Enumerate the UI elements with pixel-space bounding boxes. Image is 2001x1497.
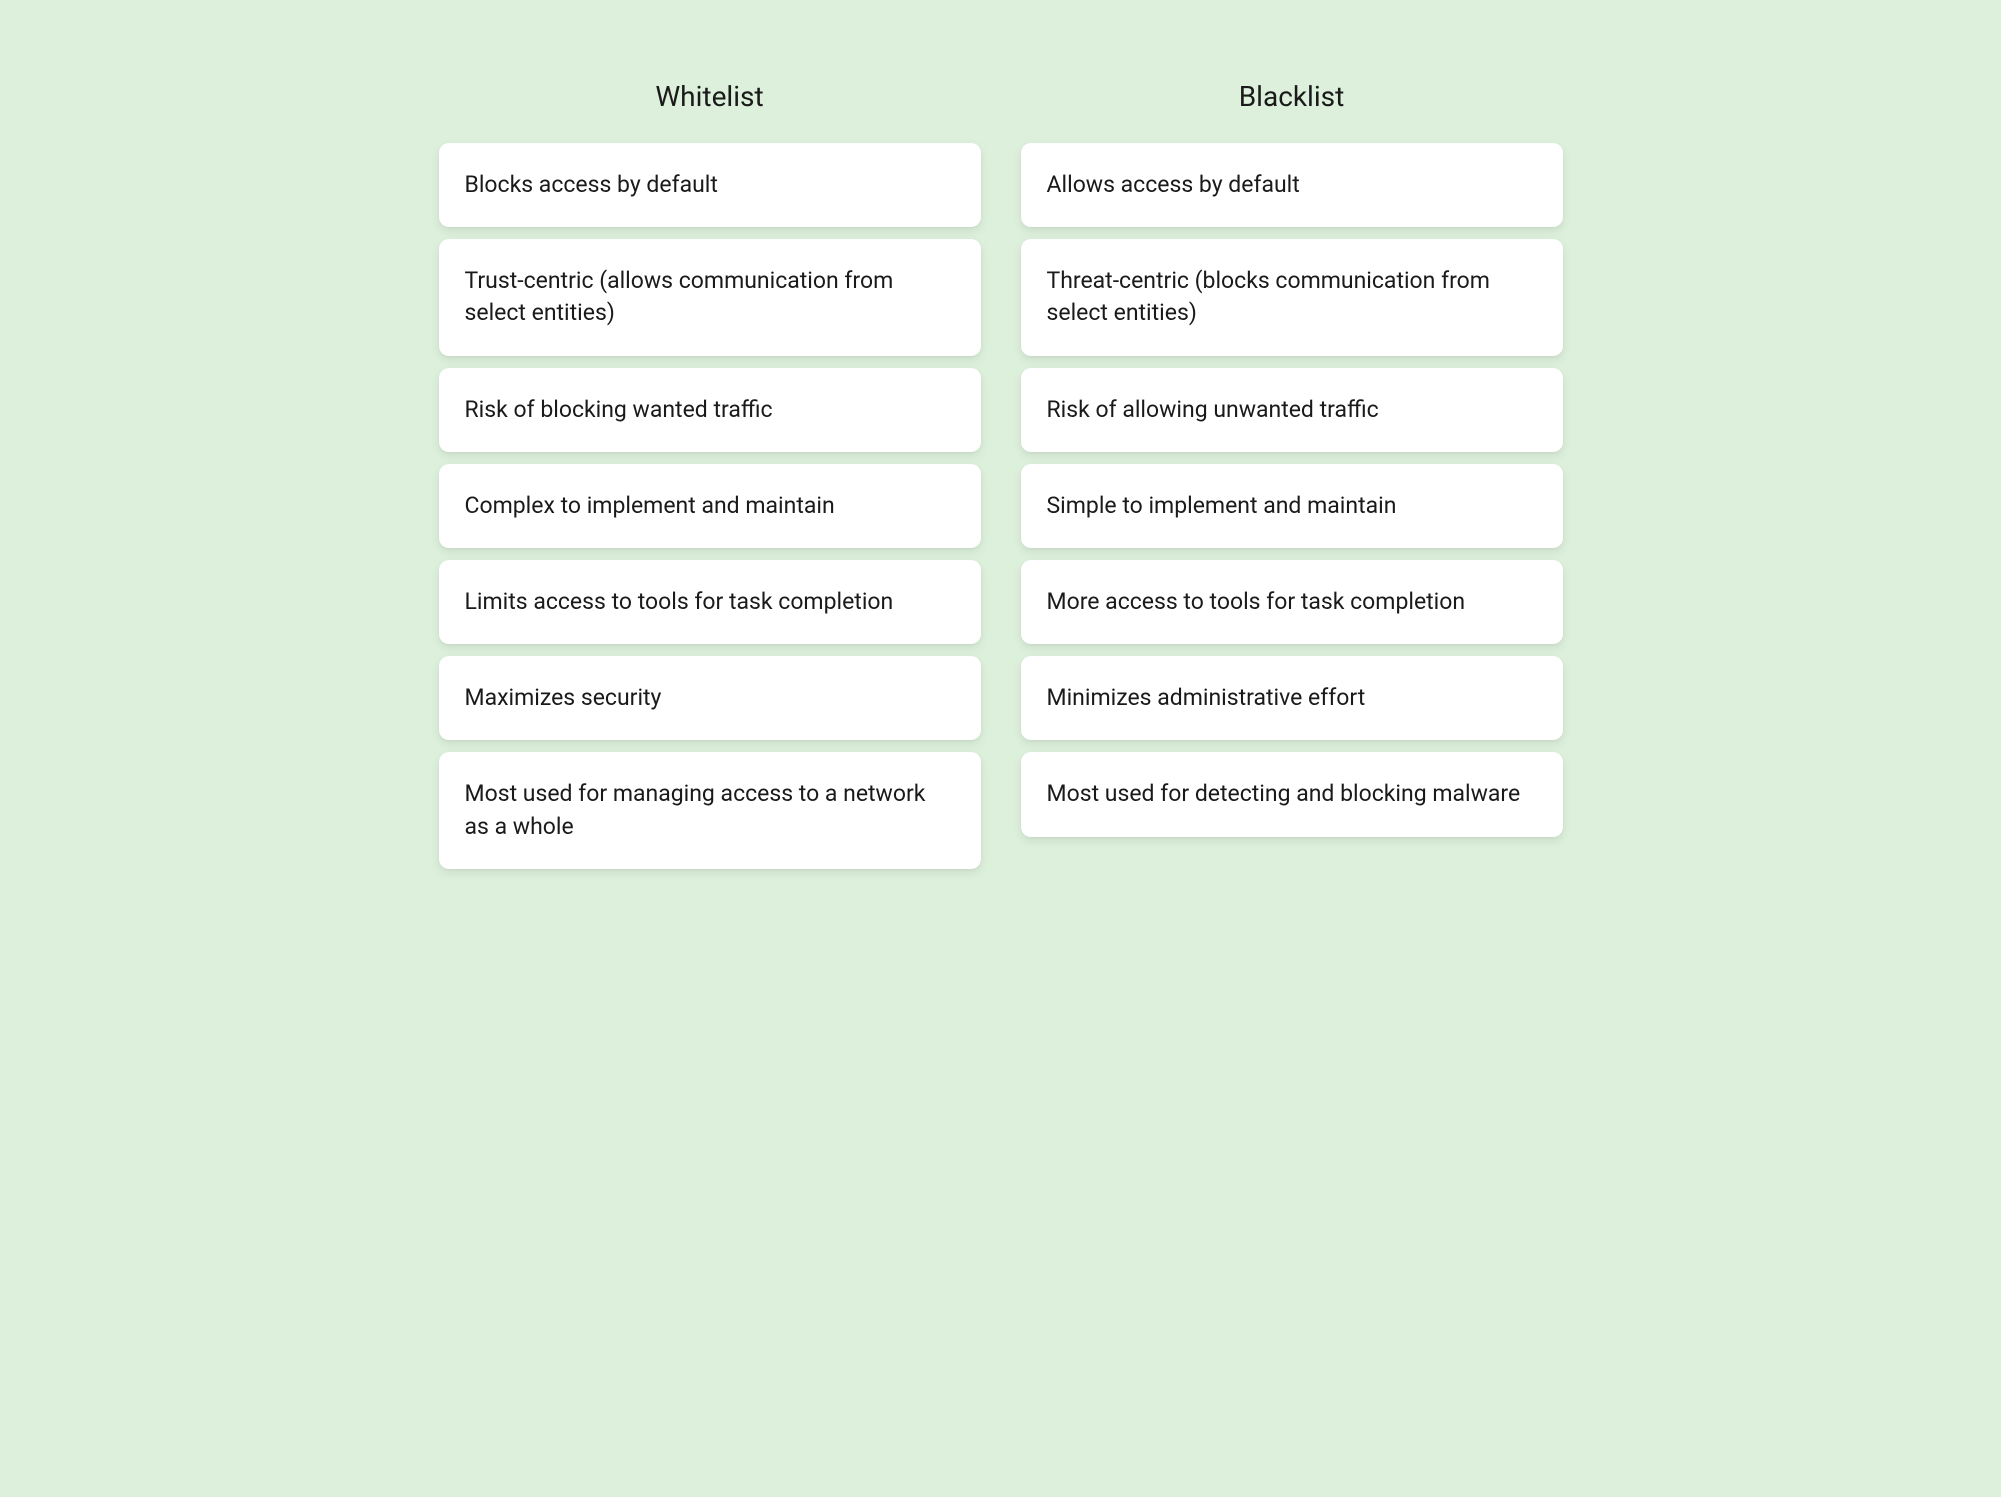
column-whitelist: Whitelist Blocks access by default Trust… [439,80,981,869]
comparison-table: Whitelist Blocks access by default Trust… [365,0,1637,959]
card-item: Threat-centric (blocks communication fro… [1021,239,1563,355]
card-item: Minimizes administrative effort [1021,656,1563,740]
card-item: Most used for detecting and blocking mal… [1021,752,1563,836]
card-list-whitelist: Blocks access by default Trust-centric (… [439,143,981,869]
column-header-whitelist: Whitelist [439,80,981,113]
card-item: Blocks access by default [439,143,981,227]
card-item: Trust-centric (allows communication from… [439,239,981,355]
card-item: Allows access by default [1021,143,1563,227]
card-item: More access to tools for task completion [1021,560,1563,644]
card-item: Limits access to tools for task completi… [439,560,981,644]
card-list-blacklist: Allows access by default Threat-centric … [1021,143,1563,837]
column-blacklist: Blacklist Allows access by default Threa… [1021,80,1563,869]
card-item: Maximizes security [439,656,981,740]
card-item: Risk of allowing unwanted traffic [1021,368,1563,452]
card-item: Risk of blocking wanted traffic [439,368,981,452]
column-header-blacklist: Blacklist [1021,80,1563,113]
card-item: Most used for managing access to a netwo… [439,752,981,868]
card-item: Complex to implement and maintain [439,464,981,548]
card-item: Simple to implement and maintain [1021,464,1563,548]
